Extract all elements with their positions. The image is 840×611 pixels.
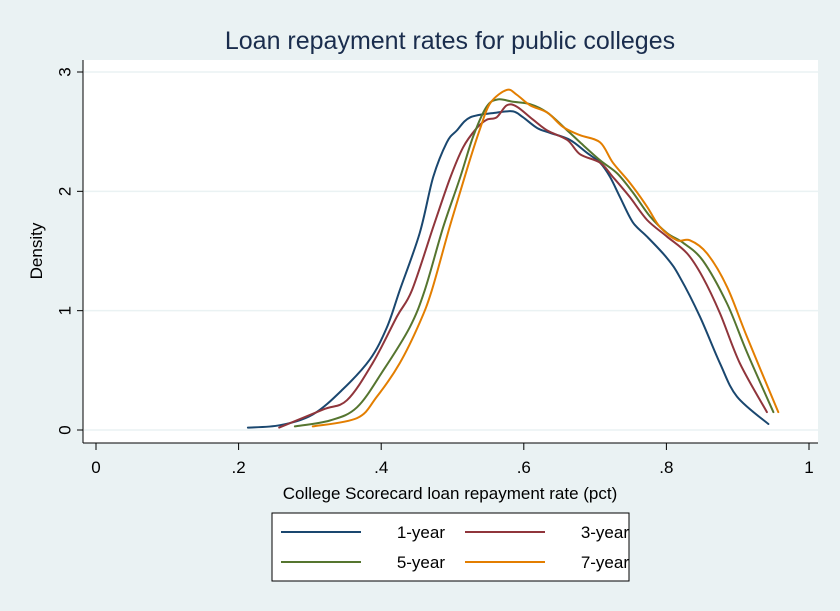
y-tick-label: 3	[55, 67, 74, 76]
series-line-1-year	[246, 110, 770, 429]
x-tick-label: .4	[374, 458, 388, 477]
legend-item-3-year: 3-year	[465, 523, 629, 542]
gridlines	[84, 71, 818, 431]
y-tick-label: 2	[55, 187, 74, 196]
legend-item-5-year: 5-year	[281, 553, 445, 572]
legend: 1-year 3-year 5-year 7-year	[271, 512, 630, 582]
legend-item-1-year: 1-year	[281, 523, 445, 542]
legend-label: 5-year	[397, 553, 446, 572]
series-line-7-year	[311, 88, 780, 428]
x-tick-label: 1	[804, 458, 813, 477]
x-axis-label: College Scorecard loan repayment rate (p…	[283, 484, 618, 503]
legend-item-7-year: 7-year	[465, 553, 629, 572]
legend-label: 1-year	[397, 523, 446, 542]
x-tick-label: 0	[91, 458, 100, 477]
y-tick-label: 0	[55, 425, 74, 434]
y-tick-label: 1	[55, 306, 74, 315]
legend-label: 3-year	[581, 523, 630, 542]
x-axis-ticks: 0 .2 .4 .6 .8 1	[91, 443, 814, 477]
chart-title: Loan repayment rates for public colleges	[225, 27, 675, 55]
x-tick-label: .8	[659, 458, 673, 477]
series-line-5-year	[293, 98, 775, 428]
legend-label: 7-year	[581, 553, 630, 572]
x-tick-label: .2	[232, 458, 246, 477]
y-axis-label: Density	[27, 222, 46, 279]
plot-area	[83, 60, 818, 443]
y-axis-ticks: 0 1 2 3	[55, 67, 83, 435]
legend-box	[271, 512, 630, 582]
series-lines	[246, 88, 780, 429]
series-line-3-year	[278, 103, 768, 429]
x-tick-label: .6	[517, 458, 531, 477]
